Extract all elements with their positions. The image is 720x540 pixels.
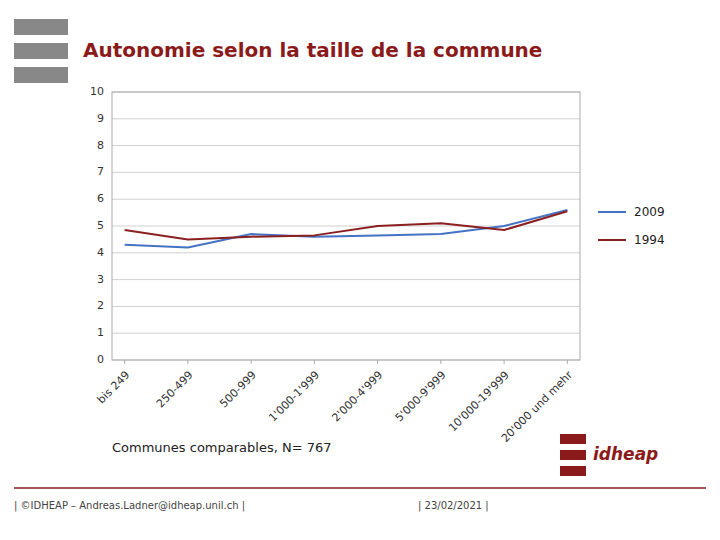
- x-tick-label: 10'000-19'999: [446, 369, 512, 435]
- x-tick-label: bis 249: [95, 369, 133, 407]
- footer-left: | ©IDHEAP – Andreas.Ladner@idheap.unil.c…: [14, 500, 245, 512]
- y-tick-label: 6: [97, 192, 104, 205]
- legend-swatch: [598, 211, 626, 213]
- grid-line: [112, 252, 580, 253]
- y-tick-label: 1: [97, 326, 104, 339]
- legend: 2009 1994: [598, 205, 665, 247]
- x-tick-label: 20'000 und mehr: [499, 368, 576, 445]
- x-tick: [440, 360, 441, 364]
- title-bar: [14, 43, 68, 59]
- y-tick-label: 2: [97, 299, 104, 312]
- grid-line: [112, 199, 580, 200]
- x-tick: [504, 360, 505, 364]
- title-bar: [14, 67, 68, 83]
- grid-line: [112, 118, 580, 119]
- grid-line: [112, 172, 580, 173]
- x-tick: [377, 360, 378, 364]
- y-tick-label: 3: [97, 273, 104, 286]
- logo-bar: [560, 450, 586, 460]
- title: Autonomie selon la taille de la commune: [83, 38, 542, 62]
- x-tick-label: 1'000-1'999: [266, 369, 322, 425]
- series-line: [125, 210, 568, 248]
- footer-line: [14, 487, 706, 489]
- grid-line: [112, 145, 580, 146]
- grid-line: [112, 279, 580, 280]
- x-tick-label: 500-999: [217, 369, 259, 411]
- x-axis: bis 249 250-499 500-9991'000-1'9992'000-4'…: [95, 360, 576, 445]
- subtitle: Communes comparables, N= 767: [112, 440, 332, 455]
- legend-swatch: [598, 239, 626, 241]
- x-tick-label: 250-499: [154, 369, 196, 411]
- background: [0, 0, 720, 540]
- series-line: [125, 211, 568, 239]
- grid-line: [112, 333, 580, 334]
- logo-bar: [560, 434, 586, 444]
- y-tick-label: 8: [97, 139, 104, 152]
- y-tick-label: 9: [97, 112, 104, 125]
- title-bar: [14, 19, 68, 35]
- logo-text: idheap: [593, 444, 658, 464]
- x-tick: [251, 360, 252, 364]
- x-tick: [187, 360, 188, 364]
- footer-right: | 23/02/2021 |: [418, 500, 489, 512]
- grid-line: [112, 306, 580, 307]
- y-tick-label: 5: [97, 219, 104, 232]
- legend-label: 1994: [634, 233, 665, 247]
- y-tick-label: 7: [97, 165, 104, 178]
- x-tick-label: 2'000-4'999: [330, 369, 386, 425]
- x-tick: [314, 360, 315, 364]
- data-lines: [125, 210, 568, 248]
- y-tick-label: 4: [97, 246, 104, 259]
- y-grid: [112, 92, 580, 360]
- y-tick-label: 0: [97, 353, 104, 366]
- x-tick: [567, 360, 568, 364]
- grid-line: [112, 226, 580, 227]
- chart-svg: Autonomie selon la taille de la commune 0…: [0, 0, 720, 540]
- x-tick-label: 5'000-9'999: [393, 369, 449, 425]
- logo-bar: [560, 466, 586, 476]
- x-tick: [124, 360, 125, 364]
- y-tick-label: 10: [90, 85, 104, 98]
- chart-container: Autonomie selon la taille de la commune 0…: [0, 0, 720, 540]
- legend-label: 2009: [634, 205, 665, 219]
- plot-frame: [112, 92, 580, 360]
- y-axis: 0 1 2 3 4 5 6 7 8 9 10: [90, 85, 104, 366]
